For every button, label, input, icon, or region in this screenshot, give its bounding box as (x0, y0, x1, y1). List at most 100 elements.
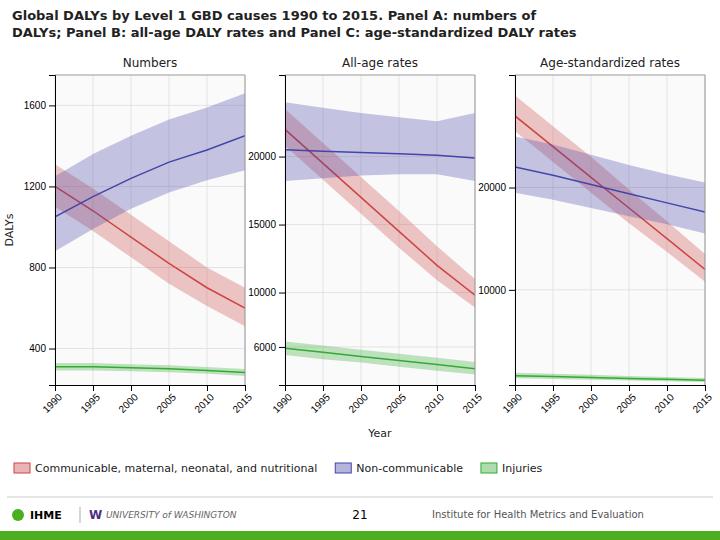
tick: 2015 (690, 385, 714, 415)
panel: 1990199520002005201020151000020000Age-st… (478, 56, 714, 415)
tick-label: 20000 (248, 151, 276, 162)
tick-label: 20000 (478, 182, 506, 193)
y-axis: 1000020000 (478, 76, 515, 386)
tick: 1995 (538, 385, 562, 415)
tick-label: 2000 (576, 391, 600, 415)
annotation: W (89, 508, 102, 522)
frame (475, 75, 476, 385)
tick-mark (553, 385, 554, 391)
axis-line (49, 76, 56, 386)
uncertainty-band (55, 93, 245, 251)
grid-line (553, 75, 554, 385)
footer-bar (0, 531, 720, 540)
tick: 1995 (78, 385, 102, 415)
tick-label: 1600 (24, 100, 47, 111)
legend-label: Communicable, maternal, neonatal, and nu… (35, 462, 317, 475)
tick: 1990 (270, 385, 294, 415)
tick-label: 6000 (254, 342, 277, 353)
series-line (515, 376, 705, 381)
tick-label: 1990 (500, 391, 524, 415)
frame (285, 75, 475, 76)
separator (80, 507, 81, 523)
tick-label: 1995 (538, 391, 562, 415)
tick: 2010 (652, 385, 676, 415)
tick: 800 (29, 262, 55, 273)
annotation: UNIVERSITY of WASHINGTON (106, 510, 237, 520)
tick-mark (437, 385, 438, 391)
tick-label: 2010 (422, 391, 446, 415)
grid-line (55, 348, 245, 349)
tick: 10000 (248, 287, 285, 298)
legend-item: Injuries (481, 462, 543, 475)
tick-label: 2000 (346, 391, 370, 415)
frame (55, 75, 245, 76)
tick: 1995 (308, 385, 332, 415)
chart: Global DALYs by Level 1 GBD causes 1990 … (0, 0, 720, 540)
tick-label: 2000 (116, 391, 140, 415)
grid-line (475, 75, 476, 385)
axis-line (56, 386, 246, 392)
y-axis: 400 800 1200 1600 (24, 76, 56, 386)
axis-line (516, 386, 706, 392)
panel: 1990 1995 2000 2005 2010 2015 6000 10000 15000 20… (248, 56, 484, 440)
plot-area (55, 93, 245, 376)
tick-label: 2015 (690, 391, 714, 415)
tick-label: 2005 (614, 391, 638, 415)
frame (705, 75, 706, 385)
tick-label: 400 (29, 343, 46, 354)
tick-label: 1200 (24, 181, 47, 192)
tick-label: 2005 (154, 391, 178, 415)
grid-line (629, 75, 630, 385)
tick-mark (591, 385, 592, 391)
grid (285, 75, 475, 385)
tick: 1990 (500, 385, 524, 415)
series-line (515, 167, 705, 212)
x-axis: 1990 1995 2000 2005 2010 2015 (270, 385, 484, 415)
series-line (55, 367, 245, 373)
tick-mark (509, 290, 515, 291)
tick: 400 (29, 343, 55, 354)
tick-label: 2015 (460, 391, 484, 415)
tick: 1600 (24, 100, 55, 111)
tick: 2015 (460, 385, 484, 415)
plot-background (55, 75, 245, 385)
tick-label: 10000 (248, 287, 276, 298)
tick: 2000 (576, 385, 600, 415)
tick-mark (279, 225, 285, 226)
uncertainty-band (285, 341, 475, 374)
tick: 20000 (248, 151, 285, 162)
tick: 2005 (384, 385, 408, 415)
tick-label: 1995 (78, 391, 102, 415)
separator (7, 497, 713, 498)
tick-mark (279, 347, 285, 348)
legend-label: Non-communicable (356, 462, 463, 475)
tick: 2000 (346, 385, 370, 415)
tick-mark (49, 349, 55, 350)
tick-mark (509, 188, 515, 189)
tick: 1990 (40, 385, 64, 415)
tick-mark (207, 385, 208, 391)
uncertainty-band (515, 373, 705, 382)
x-axis-label: Year (367, 427, 392, 440)
plot-background (285, 75, 475, 385)
logo-mark (12, 509, 24, 521)
x-axis: 1990 1995 2000 2005 2010 2015 (500, 385, 714, 415)
tick-mark (705, 385, 706, 391)
tick-mark (279, 293, 285, 294)
plot-area (285, 102, 475, 374)
frame (515, 75, 705, 76)
tick-label: 1995 (308, 391, 332, 415)
tick: 2005 (154, 385, 178, 415)
annotation: 21 (352, 508, 367, 522)
series-line (285, 348, 475, 368)
tick: 15000 (248, 219, 285, 230)
uncertainty-band (515, 136, 705, 233)
x-axis: 199019952000200520102015 (40, 385, 254, 415)
frame (245, 75, 246, 385)
tick-mark (93, 385, 94, 391)
uncertainty-band (55, 363, 245, 376)
y-axis: 6000 10000 15000 20000 (248, 76, 285, 386)
series-line (515, 116, 705, 269)
panel-title: All-age rates (342, 56, 418, 70)
series-line (285, 150, 475, 158)
